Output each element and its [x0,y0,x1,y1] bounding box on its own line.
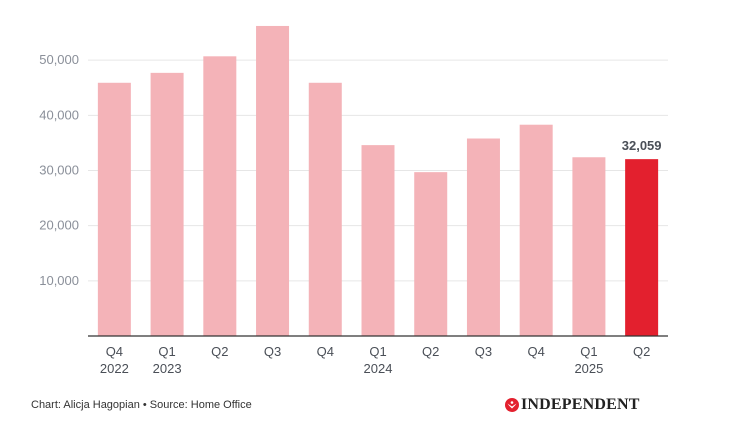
bar [97,82,131,336]
x-tick-quarter: Q3 [264,344,281,359]
y-tick-label: 50,000 [39,52,79,67]
independent-logo: INDEPENDENT [505,396,640,414]
x-tick-year: 2024 [364,361,393,376]
bar [256,25,290,337]
x-tick-quarter: Q2 [633,344,650,359]
bar [414,172,448,336]
y-tick-label: 20,000 [39,218,79,233]
x-tick-quarter: Q1 [580,344,597,359]
x-tick-quarter: Q2 [422,344,439,359]
bar [361,145,395,336]
bar [519,124,553,336]
y-tick-label: 10,000 [39,273,79,288]
bar [466,138,500,336]
y-axis-tick-labels: 10,000 20,000 30,000 40,000 50,000 [39,52,79,288]
y-tick-label: 40,000 [39,107,79,122]
x-tick-quarter: Q4 [317,344,334,359]
chart-credit: Chart: Alicja Hagopian • Source: Home Of… [31,399,252,411]
data-label-highlight: 32,059 [622,138,662,153]
x-tick-quarter: Q4 [528,344,545,359]
bars [97,25,659,337]
x-tick-quarter: Q1 [158,344,175,359]
x-axis-tick-labels: Q4 2022 Q1 2023 Q2 Q3 Q4 Q1 2024 Q2 Q3 Q4 Q1 2025 Q2 [100,344,650,376]
eagle-icon [505,398,519,412]
x-tick-year: 2025 [574,361,603,376]
x-tick-quarter: Q2 [211,344,228,359]
bar [572,157,606,336]
data-labels: 32,059 [622,138,662,153]
x-tick-year: 2022 [100,361,129,376]
x-tick-quarter: Q1 [369,344,386,359]
logo-wordmark: INDEPENDENT [521,396,640,413]
x-tick-quarter: Q4 [106,344,123,359]
bar [308,82,342,336]
bar-highlight [625,159,659,336]
y-tick-label: 30,000 [39,163,79,178]
bar [150,72,184,336]
x-tick-quarter: Q3 [475,344,492,359]
x-tick-year: 2023 [153,361,182,376]
bar [203,56,237,337]
